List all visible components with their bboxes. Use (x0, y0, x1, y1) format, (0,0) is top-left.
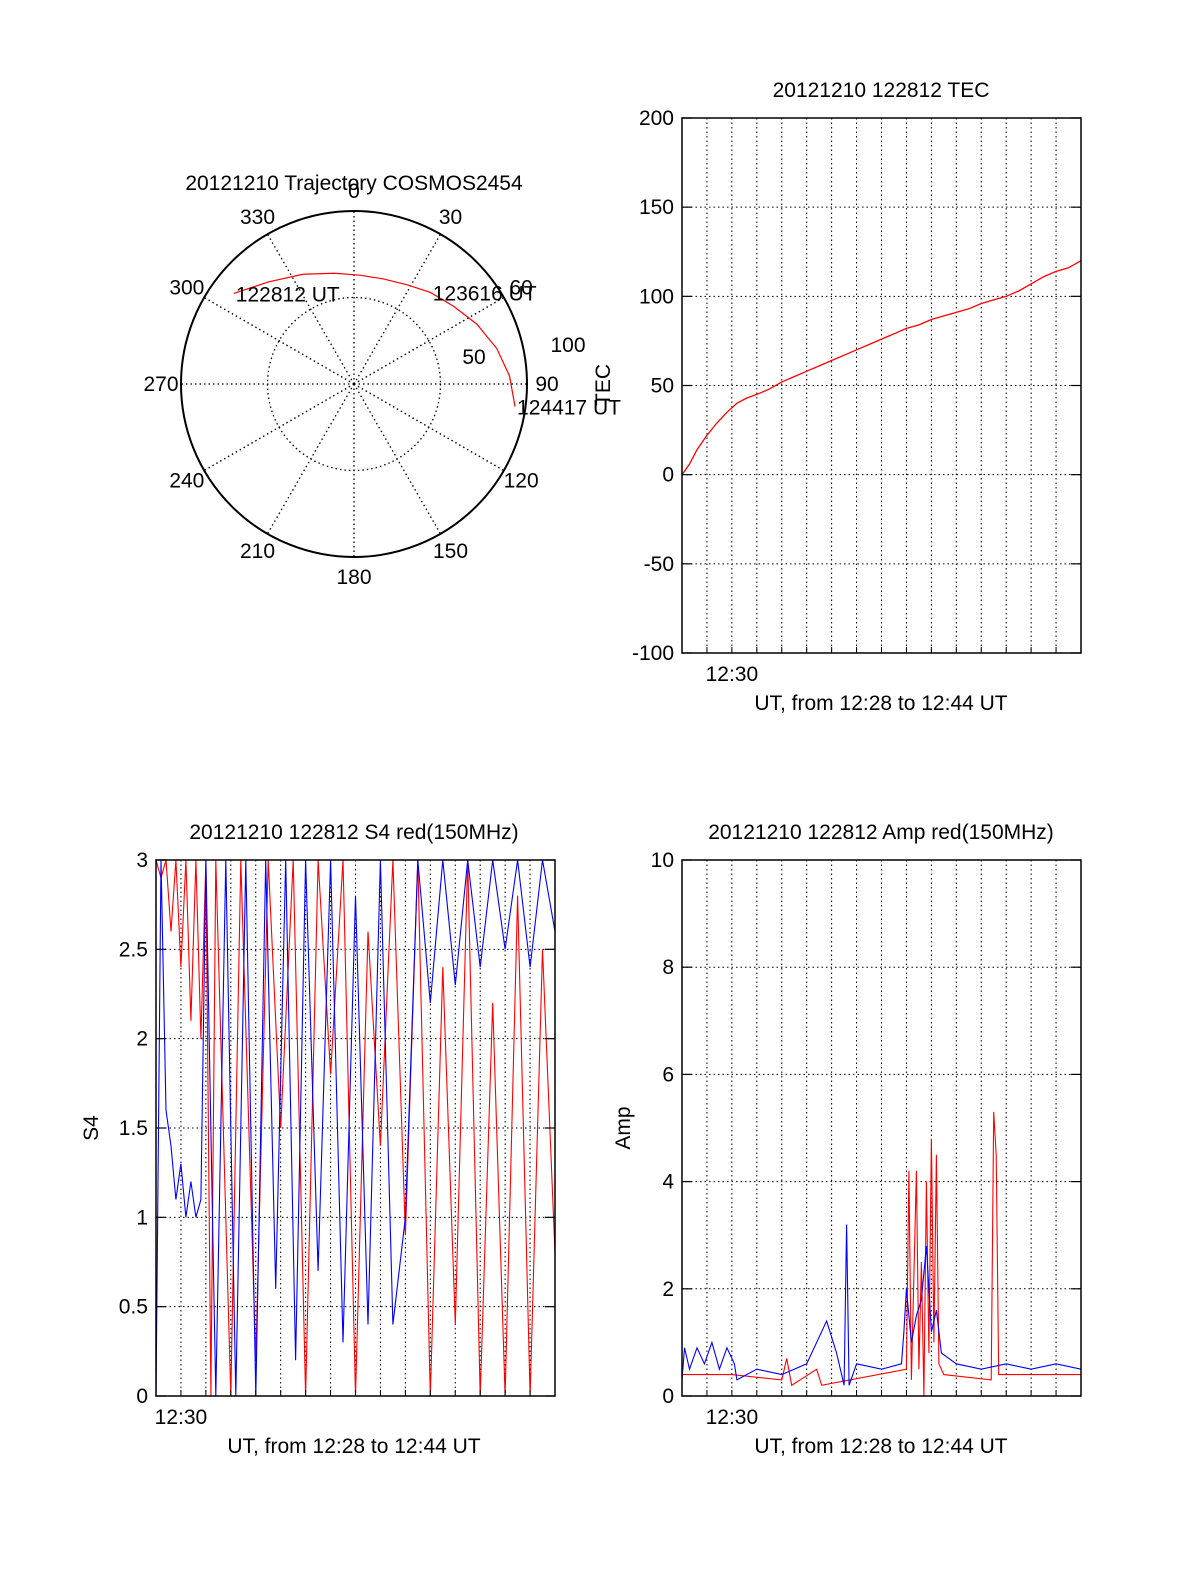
red-series-line (682, 1111, 1081, 1397)
trajectory-polar-panel: 20121210 Trajectory COSMOS2454 030609012… (143, 172, 621, 589)
polar-azimuth-label: 300 (169, 277, 204, 300)
tec-panel: 20121210 122812 TEC -100-50050100150200 … (592, 79, 1082, 715)
polar-annotation: 124417 UT (517, 397, 621, 420)
y-tick-label: 2 (662, 1278, 674, 1301)
amp-x-ticks: 12:30 (706, 1390, 1057, 1429)
tec-grid (682, 118, 1081, 653)
red-series-line (681, 260, 1082, 476)
polar-azimuth-label: 330 (240, 206, 275, 229)
polar-outer-circle (180, 210, 528, 558)
amp-series (681, 1111, 1082, 1397)
y-tick-label: 1.5 (119, 1117, 148, 1140)
polar-annotations: 122812 UT 123616 UT 124417 UT (236, 283, 621, 420)
polar-spoke (203, 296, 355, 385)
s4-x-axis-label: UT, from 12:28 to 12:44 UT (227, 1435, 480, 1458)
polar-title: 20121210 Trajectory COSMOS2454 (185, 172, 523, 195)
tec-x-axis-label: UT, from 12:28 to 12:44 UT (754, 692, 1007, 715)
y-tick-label: 8 (662, 956, 674, 979)
x-tick-label: 12:30 (155, 1406, 208, 1429)
polar-azimuth-label: 240 (169, 470, 204, 493)
polar-trajectory-line (233, 272, 516, 407)
polar-annotation: 123616 UT (433, 283, 537, 306)
polar-azimuth-label: 30 (439, 206, 462, 229)
s4-y-ticks: 0 0.5 1 1.5 2 2.5 3 (119, 849, 555, 1408)
tec-y-axis-label: TEC (592, 364, 615, 406)
y-tick-label: 0 (136, 1385, 148, 1408)
polar-azimuth-label: 120 (504, 470, 539, 493)
s4-panel: 20121210 122812 S4 red(150MHz) 0 0.5 1 1.5 2… (80, 821, 556, 1458)
amp-title: 20121210 122812 Amp red(150MHz) (708, 821, 1054, 844)
y-tick-label: 3 (136, 849, 148, 872)
red-series-line (155, 859, 556, 1397)
y-tick-label: 200 (639, 107, 674, 130)
s4-title: 20121210 122812 S4 red(150MHz) (189, 821, 518, 844)
polar-azimuth-label: 210 (240, 540, 275, 563)
y-tick-label: 0 (662, 1385, 674, 1408)
polar-radial-label: 100 (550, 334, 585, 357)
polar-azimuth-label: 60 (509, 277, 532, 300)
polar-azimuth-label: 90 (535, 373, 558, 396)
amp-grid (682, 860, 1081, 1396)
polar-annotation: 122812 UT (236, 283, 340, 306)
tec-y-ticks: -100 -50 0 50 100 150 200 (632, 107, 1081, 665)
amp-x-axis-label: UT, from 12:28 to 12:44 UT (754, 1435, 1007, 1458)
y-tick-label: 100 (639, 285, 674, 308)
y-tick-label: 150 (639, 196, 674, 219)
polar-ring (266, 296, 442, 472)
polar-azimuth-label: 150 (433, 540, 468, 563)
y-tick-label: 10 (651, 849, 674, 872)
polar-radial-labels: 50 100 (462, 334, 585, 369)
x-tick-label: 12:30 (706, 663, 759, 686)
s4-grid (156, 860, 555, 1396)
polar-spoke (353, 233, 442, 385)
y-tick-label: 50 (651, 375, 674, 398)
polar-spoke (266, 233, 355, 385)
tec-series (681, 260, 1082, 476)
polar-azimuth-label: 270 (143, 373, 178, 396)
y-tick-label: 4 (662, 1171, 674, 1194)
s4-x-ticks: 12:30 (155, 1390, 531, 1429)
polar-spoke (353, 296, 505, 385)
tec-x-ticks: 12:30 (706, 647, 1057, 686)
amp-y-axis-label: Amp (612, 1106, 635, 1149)
polar-grid (181, 211, 527, 557)
y-tick-label: 1 (136, 1206, 148, 1229)
amp-y-ticks: 0 2 4 6 8 10 (651, 849, 1081, 1408)
y-tick-label: 0.5 (119, 1296, 148, 1319)
amp-panel: 20121210 122812 Amp red(150MHz) 0246810 … (612, 821, 1082, 1458)
y-tick-label: 2 (136, 1028, 148, 1051)
polar-radial-label: 50 (462, 346, 485, 369)
y-tick-label: 6 (662, 1063, 674, 1086)
blue-series-line (681, 1224, 1082, 1386)
y-tick-label: 0 (662, 464, 674, 487)
y-tick-label: 2.5 (119, 938, 148, 961)
y-tick-label: -50 (644, 553, 674, 576)
tec-title: 20121210 122812 TEC (773, 79, 990, 102)
s4-y-axis-label: S4 (80, 1115, 103, 1141)
polar-azimuth-label: 0 (348, 180, 360, 203)
polar-azimuth-label: 180 (336, 566, 371, 589)
y-tick-label: -100 (632, 642, 674, 665)
x-tick-label: 12:30 (706, 1406, 759, 1429)
polar-azimuth-labels: 0 30 60 90 120 150 180 210 240 270 300 330 (143, 180, 558, 589)
polar-trajectory (233, 272, 516, 407)
